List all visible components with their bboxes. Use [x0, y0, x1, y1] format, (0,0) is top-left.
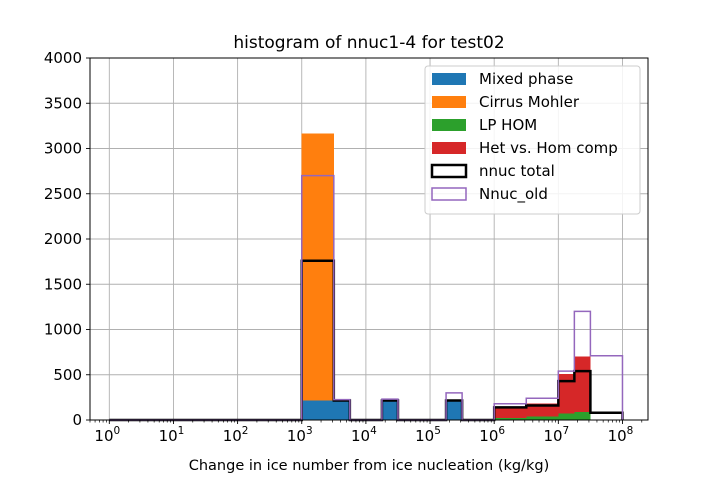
bar-mixed-phase	[301, 400, 318, 420]
y-axis: 0 500 1000 1500 2000 2500 3000 3500 4000	[44, 49, 90, 429]
y-tick-label: 3500	[44, 94, 82, 112]
x-tick-label: 106	[479, 425, 505, 445]
x-tick-label: 101	[159, 425, 185, 445]
y-tick-label: 1500	[44, 275, 82, 293]
bar-mixed-phase	[381, 400, 398, 420]
bar-het-vs-hom-comp	[494, 406, 511, 419]
legend-swatch-mixed-phase	[432, 73, 466, 85]
y-tick-label: 4000	[44, 49, 82, 67]
x-tick-label: 100	[94, 425, 120, 445]
legend-label-mixed-phase: Mixed phase	[479, 70, 573, 88]
legend-swatch-nnuc-old	[431, 187, 467, 201]
x-tick-label: 107	[543, 425, 569, 445]
bar-lp-hom	[494, 418, 511, 420]
y-tick-label: 0	[72, 411, 82, 429]
legend-label-lp-hom: LP HOM	[479, 116, 537, 134]
bar-het-vs-hom-comp	[526, 403, 543, 417]
bar-het-vs-hom-comp	[574, 356, 591, 412]
bar-cirrus-mohler	[317, 133, 334, 401]
x-tick-label: 103	[287, 425, 313, 445]
bar-lp-hom	[526, 416, 543, 420]
x-axis: 100 101 102 103 104 105 106 107 108	[89, 420, 643, 445]
legend-label-cirrus-mohler: Cirrus Mohler	[479, 93, 580, 111]
chart-title: histogram of nnuc1-4 for test02	[233, 33, 504, 53]
legend-label-het-vs-hom-comp: Het vs. Hom comp	[479, 139, 618, 157]
legend-box	[424, 65, 641, 215]
bar-het-vs-hom-comp	[542, 403, 559, 417]
legend-swatch-nnuc-total	[430, 163, 468, 179]
x-tick-label: 105	[415, 425, 441, 445]
y-tick-label: 2500	[44, 185, 82, 203]
x-axis-label: Change in ice number from ice nucleation…	[189, 458, 550, 474]
bar-lp-hom	[510, 418, 527, 420]
bar-cirrus-mohler	[301, 133, 318, 401]
bar-mixed-phase	[446, 400, 463, 420]
bar-mixed-phase	[333, 400, 350, 420]
legend: Mixed phase Cirrus Mohler LP HOM Het vs. Ho…	[424, 65, 641, 215]
y-tick-label: 1000	[44, 321, 82, 339]
bar-het-vs-hom-comp	[558, 373, 575, 414]
bar-lp-hom	[574, 411, 591, 420]
y-tick-label: 500	[53, 366, 82, 384]
x-tick-label: 102	[223, 425, 249, 445]
bar-mixed-phase	[317, 400, 334, 420]
legend-swatch-lp-hom	[432, 119, 466, 131]
legend-swatch-het-vs-hom-comp	[432, 142, 466, 154]
bar-lp-hom	[558, 413, 575, 420]
bar-het-vs-hom-comp	[510, 406, 527, 419]
legend-label-nnuc-total: nnuc total	[479, 162, 555, 180]
y-tick-label: 2000	[44, 230, 82, 248]
y-tick-label: 3000	[44, 140, 82, 158]
legend-label-nnuc-old: Nnuc_old	[479, 185, 548, 204]
legend-swatch-cirrus-mohler	[432, 96, 466, 108]
x-tick-label: 108	[608, 425, 634, 445]
bar-lp-hom	[542, 416, 559, 420]
x-tick-label: 104	[351, 425, 377, 445]
